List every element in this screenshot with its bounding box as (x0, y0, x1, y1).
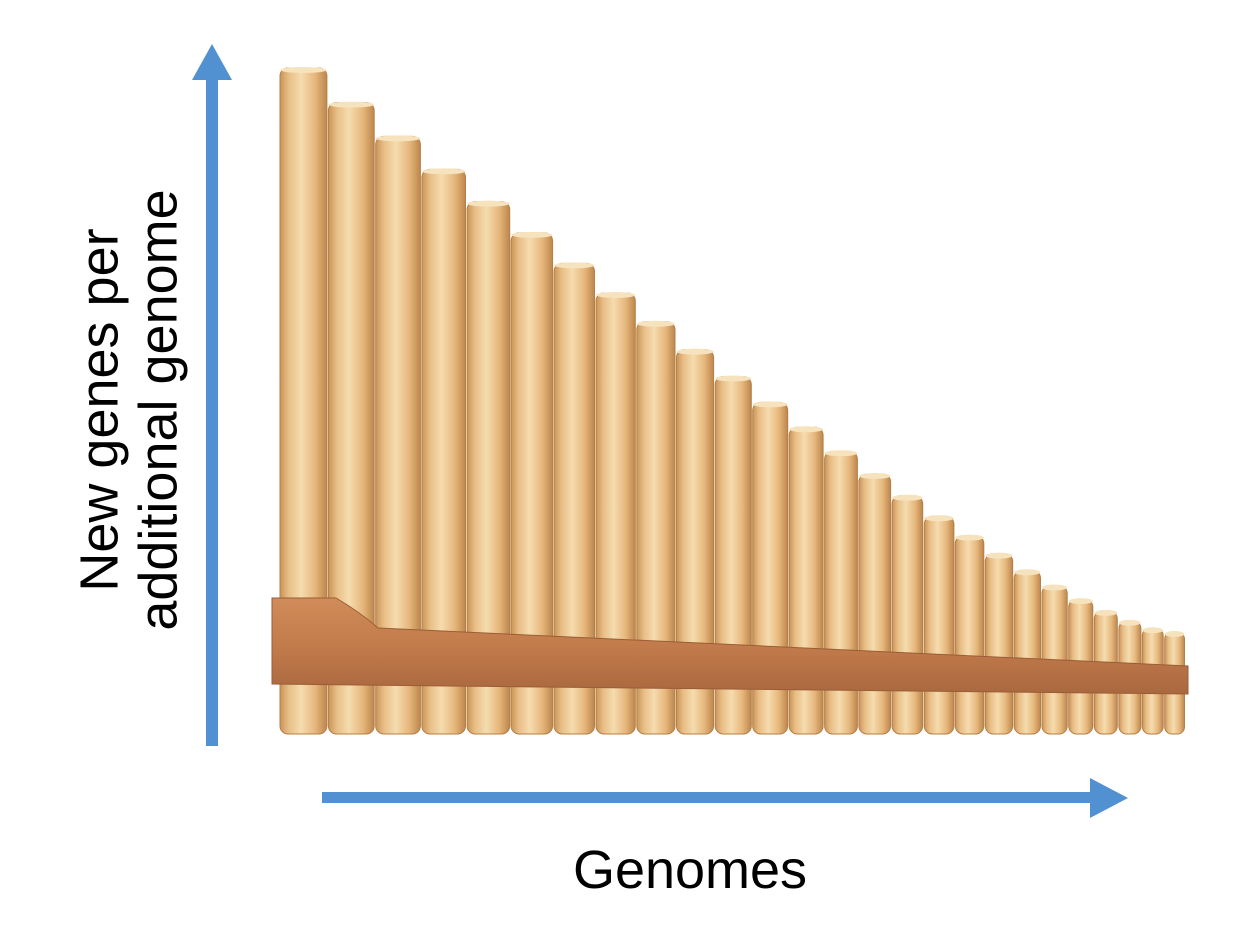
pipe-rim-15 (858, 473, 891, 479)
y-axis-label-line2: additional genome (129, 189, 189, 631)
pipe-rim-12 (752, 401, 788, 408)
pipe-rim-16 (892, 494, 923, 501)
pipe-rim-3 (375, 135, 421, 142)
pipe-rim-18 (955, 534, 984, 541)
pipe-19 (984, 553, 1014, 735)
pipe-rim-1 (280, 67, 327, 73)
pipe-rim-19 (985, 552, 1013, 559)
pipe-rim-25 (1142, 627, 1164, 634)
y-axis-label-line1: New genes per (69, 228, 130, 592)
pipe-rim-7 (554, 262, 595, 269)
pipe-rim-13 (789, 426, 824, 433)
x-axis-arrow (322, 778, 1128, 818)
pipe-rim-6 (511, 231, 553, 238)
pipe-rim-17 (924, 515, 954, 522)
pipe-rim-10 (676, 348, 714, 355)
pipe-rim-2 (328, 101, 375, 108)
pipe-16 (891, 495, 924, 735)
pipe-15 (858, 473, 892, 735)
pipe-rim-4 (422, 168, 466, 175)
pipe-18 (954, 535, 985, 735)
y-axis-label: New genes per additional genome (69, 189, 190, 631)
pipe-20 (1013, 569, 1042, 735)
pipe-rim-21 (1042, 584, 1068, 591)
pipe-14 (824, 450, 858, 735)
pipe-rim-9 (636, 320, 676, 327)
pipe-rim-24 (1118, 619, 1141, 626)
pipe-group (279, 67, 1185, 735)
pipe-rim-14 (824, 450, 858, 457)
pipe-rim-26 (1164, 631, 1185, 637)
x-axis-label: Genomes (572, 840, 808, 900)
pipe-rim-20 (1014, 569, 1041, 576)
pipe-rim-5 (467, 200, 510, 207)
y-axis-arrow (192, 44, 232, 746)
pipe-rim-22 (1068, 598, 1093, 605)
pipe-rim-23 (1094, 609, 1118, 616)
pipe-rim-11 (715, 375, 752, 382)
pipe-rim-8 (596, 292, 636, 298)
binding-band (271, 597, 1189, 695)
pipe-17 (923, 515, 955, 735)
